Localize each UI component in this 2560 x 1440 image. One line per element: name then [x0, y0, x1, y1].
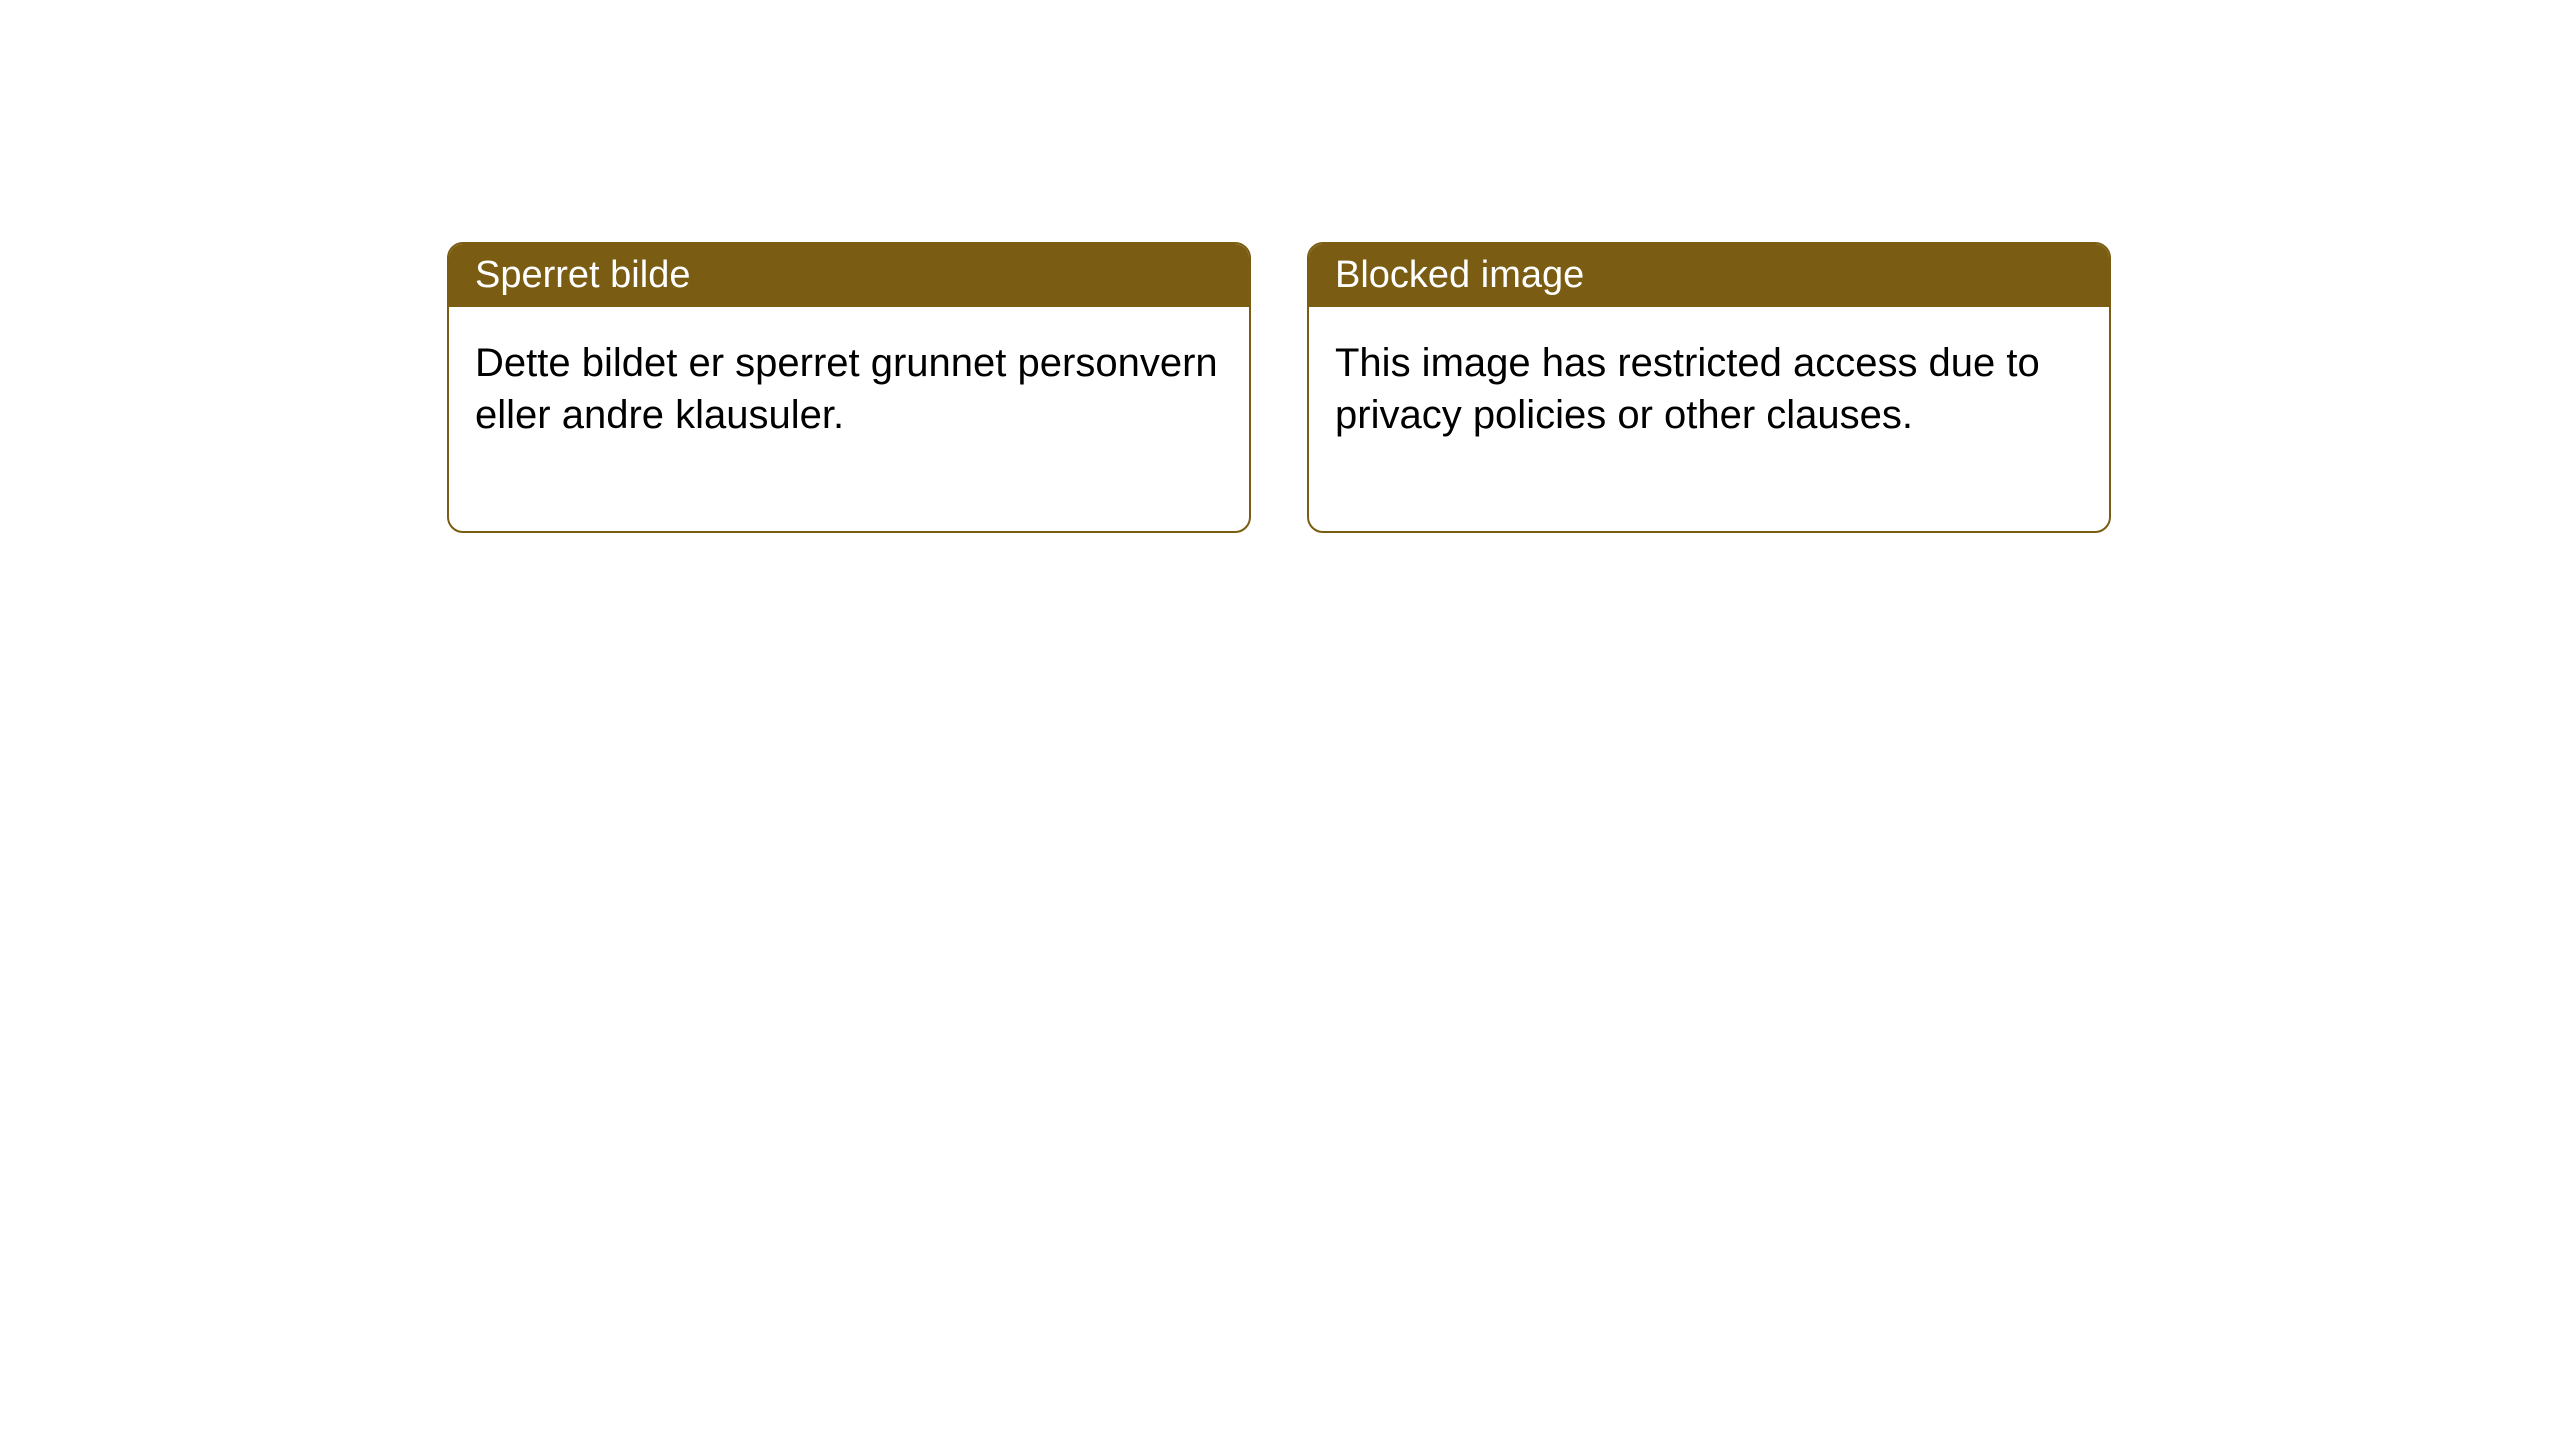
- blocked-image-card-english: Blocked image This image has restricted …: [1307, 242, 2111, 533]
- blocked-image-card-norwegian: Sperret bilde Dette bildet er sperret gr…: [447, 242, 1251, 533]
- cards-container: Sperret bilde Dette bildet er sperret gr…: [0, 0, 2560, 533]
- card-header: Blocked image: [1309, 244, 2109, 307]
- card-title: Blocked image: [1335, 254, 1584, 296]
- card-body-text: Dette bildet er sperret grunnet personve…: [475, 341, 1218, 437]
- card-body-text: This image has restricted access due to …: [1335, 341, 2040, 437]
- card-title: Sperret bilde: [475, 254, 690, 296]
- card-body: This image has restricted access due to …: [1309, 307, 2109, 531]
- card-body: Dette bildet er sperret grunnet personve…: [449, 307, 1249, 531]
- card-header: Sperret bilde: [449, 244, 1249, 307]
